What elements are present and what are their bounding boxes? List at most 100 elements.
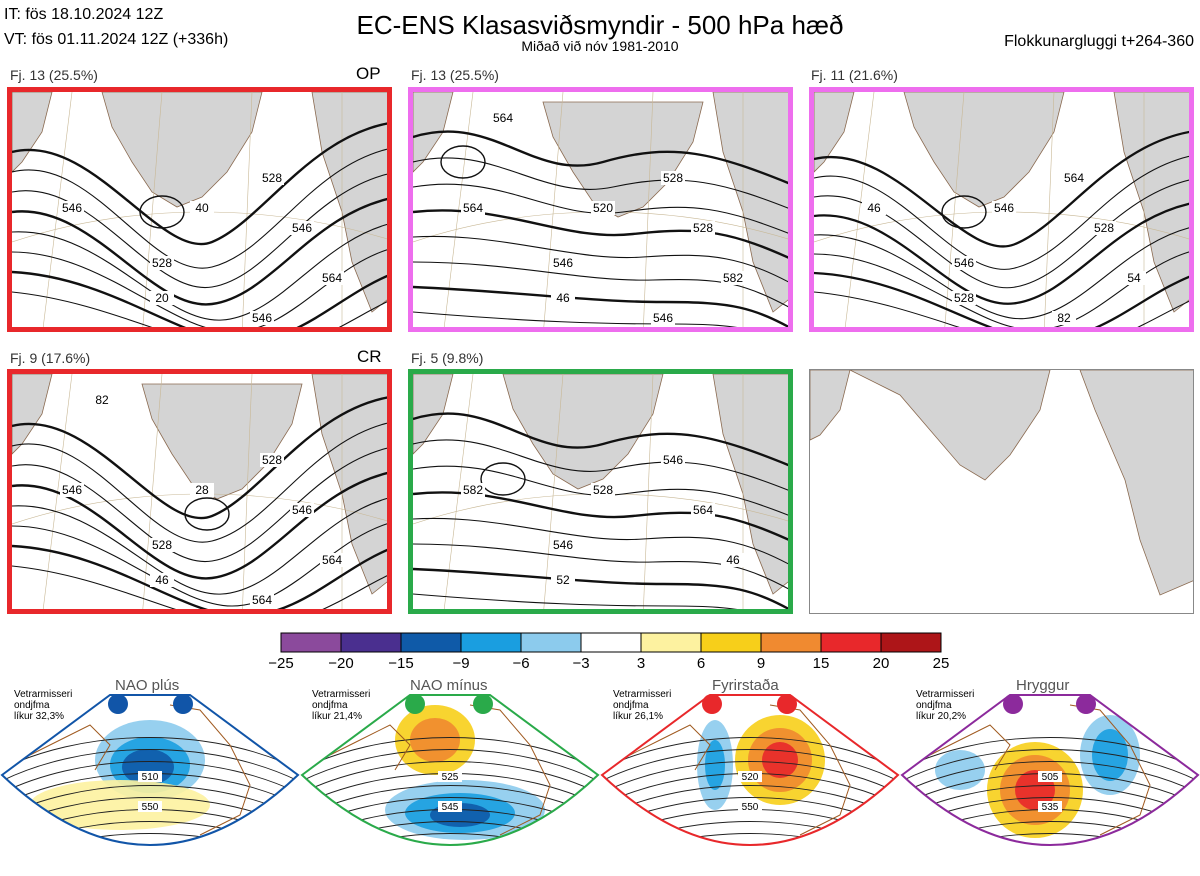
contour-label: 528: [262, 453, 282, 467]
cluster-map-1: 20 40 528 546 528 546 564 546: [7, 87, 392, 332]
contour-label: 52: [556, 573, 570, 587]
contour-label: 546: [62, 483, 82, 497]
colorbar-tick: −6: [512, 655, 530, 672]
contour-label-bg: [150, 538, 174, 552]
colorbar-swatch: [820, 632, 882, 653]
height-contour: [302, 833, 598, 845]
height-contour: [814, 291, 1189, 327]
height-contour: [814, 271, 1189, 327]
regime-frame: [600, 694, 900, 846]
panel-4-label: Fj. 9 (17.6%): [10, 350, 91, 366]
height-contour: [12, 291, 387, 327]
regime-frame: [300, 694, 600, 846]
contour-label-bg: [260, 453, 284, 467]
land-mass: [12, 92, 53, 173]
height-contour: [2, 749, 298, 788]
height-contour: [413, 465, 788, 516]
coastline: [29, 724, 111, 771]
contour-label-bg: [952, 291, 976, 305]
contour-label: 560: [742, 847, 759, 858]
regime-3-note: Vetrarmisseri ondjfma líkur 26,1%: [613, 689, 672, 722]
contour-label: 546: [252, 311, 272, 325]
regime-ridge: 505 535 560: [900, 685, 1200, 871]
height-contour: [12, 270, 387, 327]
contour-label-bg: [952, 256, 976, 270]
contour-label: 546: [663, 453, 683, 467]
panel-1-label: Fj. 13 (25.5%): [10, 67, 98, 83]
regime-indicator-dot: [1003, 694, 1023, 714]
land-mass: [542, 101, 704, 218]
contour-label: 582: [463, 483, 483, 497]
height-contour: [814, 131, 1189, 248]
colorbar-tick: −9: [452, 655, 470, 672]
valid-time: VT: fös 01.11.2024 12Z (+336h): [4, 31, 229, 48]
anomaly-shading: [762, 742, 798, 778]
coastline: [329, 724, 411, 771]
regime-indicator-dot: [777, 694, 797, 714]
regime-indicator-dot: [473, 694, 493, 714]
regime-3-name: Fyrirstaða: [712, 677, 779, 694]
contour-label: 28: [195, 483, 209, 497]
contour-label-bg: [150, 256, 174, 270]
contour-label-bg: [250, 311, 274, 325]
contour-label-bg: [1092, 221, 1116, 235]
panel-1-tag: OP: [356, 64, 381, 83]
cluster-window: Flokkunargluggi t+264-360: [1004, 33, 1194, 50]
contour-label: 546: [954, 256, 974, 270]
height-contour: [12, 422, 387, 543]
height-contour: [2, 737, 298, 776]
land-mass: [502, 374, 664, 490]
contour-label: 564: [252, 593, 272, 607]
height-contour: [814, 227, 1189, 320]
regime-2-name: NAO mínus: [410, 677, 488, 694]
height-contour: [302, 749, 598, 788]
height-contour: [12, 122, 387, 246]
contour-label-bg: [90, 393, 114, 407]
contour-label: 550: [142, 802, 159, 813]
height-contour: [413, 567, 788, 609]
coastline: [929, 724, 1011, 771]
contour-label: 564: [463, 201, 483, 215]
land-mass: [12, 374, 53, 455]
height-contour: [12, 498, 387, 595]
contour-label: 564: [1064, 171, 1084, 185]
contour-label: 546: [553, 256, 573, 270]
contour-label-bg: [290, 221, 314, 235]
height-contour: [12, 148, 387, 269]
contour-label: 46: [867, 201, 881, 215]
contour-label-bg: [150, 573, 174, 587]
contour-label: 546: [62, 201, 82, 215]
contour-label-bg: [551, 291, 575, 305]
land-mass: [101, 92, 263, 208]
coastline: [469, 704, 551, 836]
contour-label-bg: [260, 171, 284, 185]
regime-indicator-dot: [1076, 694, 1096, 714]
contour-label: 520: [742, 772, 759, 783]
colorbar-tick: 15: [812, 655, 830, 672]
height-contour: [602, 749, 898, 788]
contour-label: 564: [493, 111, 513, 125]
contour-label: 20: [155, 291, 169, 305]
cluster-map-3: 528 546 564 528 546 46 54 82: [809, 87, 1194, 332]
contour-label-bg: [320, 271, 344, 285]
height-contour: [902, 737, 1198, 776]
colorbar-tick: −15: [388, 655, 414, 672]
height-contour: [12, 396, 387, 520]
contour-label: 560: [1042, 847, 1059, 858]
coastline: [1069, 704, 1151, 836]
height-contour: [602, 833, 898, 845]
contour-label: 528: [152, 538, 172, 552]
page-title: EC-ENS Klasasviðsmyndir - 500 hPa hæð: [356, 10, 844, 40]
colorbar-tick: 6: [696, 655, 706, 672]
height-contour: [12, 447, 387, 563]
contour-label: 546: [292, 221, 312, 235]
init-time: IT: fös 18.10.2024 12Z: [4, 6, 164, 23]
height-contour: [12, 224, 387, 321]
colorbar-tick: 3: [636, 655, 646, 672]
land-mass: [814, 92, 855, 173]
height-contour: [814, 155, 1189, 270]
cluster-map-2: 46 520 528 528 546 564 582 546 564: [408, 87, 793, 332]
height-contour: [413, 593, 738, 609]
regime-frame: [0, 694, 300, 846]
contour-label: 550: [742, 802, 759, 813]
